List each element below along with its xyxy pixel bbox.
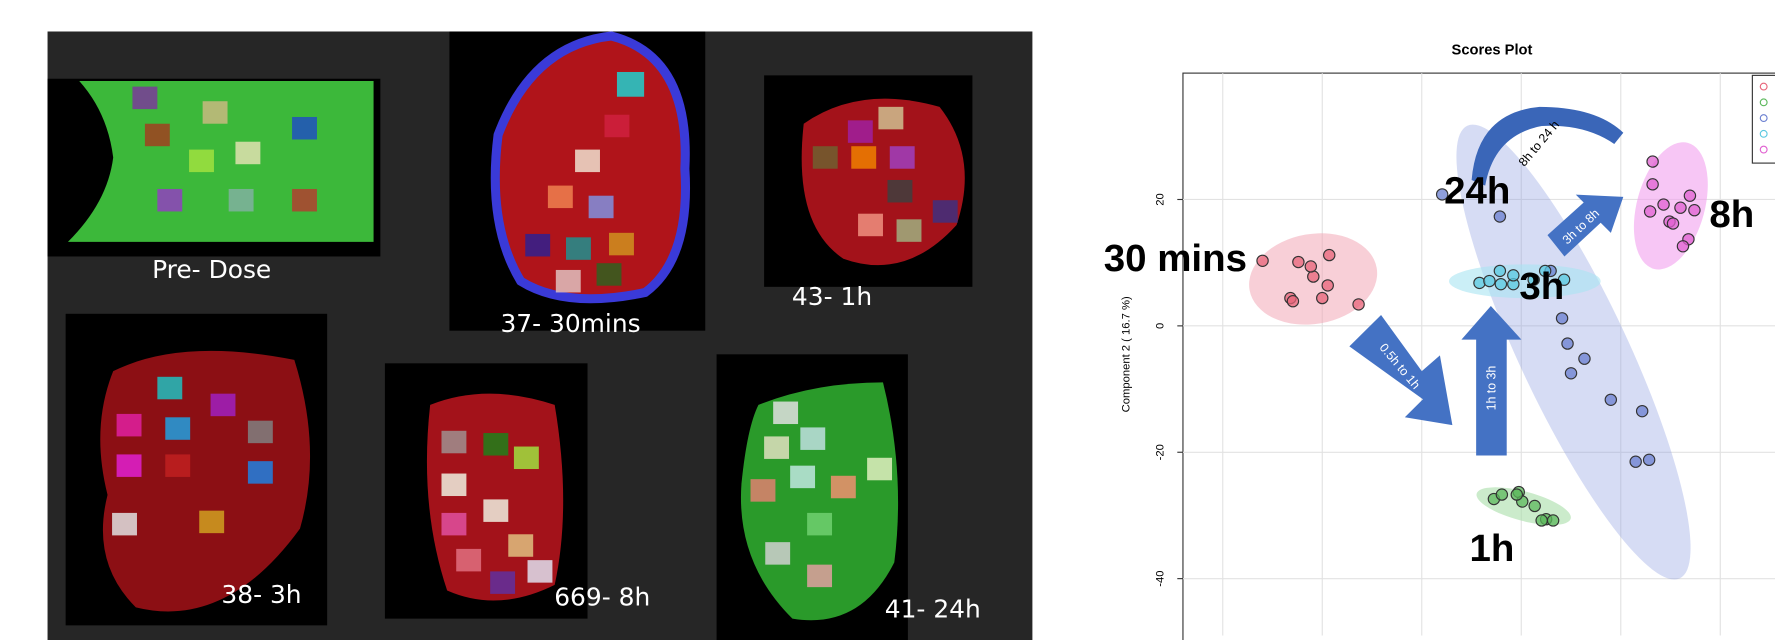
image-label: Pre- Dose: [152, 255, 271, 284]
image-label: 38- 3h: [221, 580, 301, 609]
point: [1308, 271, 1319, 282]
legend: [1752, 75, 1775, 163]
point: [1675, 202, 1686, 213]
point: [1579, 353, 1590, 364]
point: [1562, 338, 1573, 349]
point: [1322, 280, 1333, 291]
point: [1556, 313, 1567, 324]
point: [1644, 206, 1655, 217]
group-label: 24h: [1444, 170, 1510, 213]
point: [1684, 190, 1695, 201]
chart-title: Scores Plot: [1452, 43, 1533, 59]
y-tick-label: 20: [1154, 193, 1166, 205]
point: [1293, 256, 1304, 267]
point: [1474, 277, 1485, 288]
image-label: 37- 30mins: [500, 309, 640, 338]
point: [1637, 406, 1648, 417]
point: [1495, 279, 1506, 290]
point: [1317, 292, 1328, 303]
image-label: 669- 8h: [554, 582, 650, 611]
point: [1511, 489, 1522, 500]
point: [1536, 515, 1547, 526]
tissue-panel: Pre- Dose 37- 30mins 43- 1h 38- 3h 669- …: [48, 31, 1033, 640]
point: [1689, 205, 1700, 216]
point: [1494, 265, 1505, 276]
y-tick-label: -40: [1154, 571, 1166, 587]
y-tick-label: -20: [1154, 444, 1166, 460]
point: [1494, 211, 1505, 222]
image-label: 43- 1h: [792, 282, 872, 311]
group-label: 30 mins: [1104, 237, 1247, 280]
y-tick-label: 0: [1154, 323, 1166, 329]
image-label: 41- 24h: [885, 595, 981, 624]
group-label: 8h: [1709, 193, 1754, 236]
point: [1677, 241, 1688, 252]
arrow-label: 1h to 3h: [1484, 366, 1498, 411]
point: [1257, 255, 1268, 266]
point: [1287, 296, 1298, 307]
point: [1647, 179, 1658, 190]
group-label: 3h: [1519, 265, 1564, 308]
point: [1353, 299, 1364, 310]
point: [1324, 249, 1335, 260]
point: [1547, 515, 1558, 526]
figure: Pre- Dose 37- 30mins 43- 1h 38- 3h 669- …: [0, 0, 1775, 640]
point: [1643, 454, 1654, 465]
point: [1305, 261, 1316, 272]
point: [1630, 456, 1641, 467]
point: [1529, 500, 1540, 511]
point: [1565, 368, 1576, 379]
group-label: 1h: [1470, 527, 1515, 570]
point: [1658, 199, 1669, 210]
point: [1605, 394, 1616, 405]
point: [1496, 489, 1507, 500]
point: [1647, 156, 1658, 167]
legend-box: [1752, 75, 1775, 163]
point: [1508, 270, 1519, 281]
y-axis-label: Component 2 ( 16.7 %): [1120, 296, 1132, 412]
point: [1667, 218, 1678, 229]
point: [1484, 275, 1495, 286]
